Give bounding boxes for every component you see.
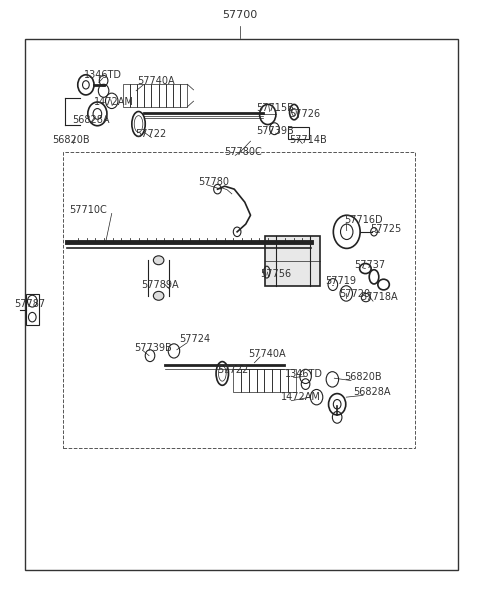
Text: 57724: 57724: [179, 334, 210, 344]
Bar: [265, 236, 321, 286]
Bar: [24, 39, 458, 570]
Bar: [233, 369, 240, 392]
Bar: [272, 369, 280, 392]
Bar: [288, 369, 296, 392]
Text: 57739B: 57739B: [134, 343, 171, 353]
Text: 57716D: 57716D: [344, 215, 383, 225]
Bar: [137, 84, 144, 107]
Text: 57722: 57722: [136, 129, 167, 140]
Text: 57756: 57756: [261, 268, 292, 279]
Text: 57737: 57737: [354, 260, 385, 270]
Text: 1346TD: 1346TD: [285, 369, 323, 380]
Text: 1346TD: 1346TD: [84, 70, 122, 80]
Text: 57789A: 57789A: [141, 280, 179, 290]
Text: 57718A: 57718A: [360, 292, 398, 302]
Bar: [158, 84, 166, 107]
Bar: [144, 84, 152, 107]
Text: 57722: 57722: [217, 365, 249, 375]
Bar: [166, 84, 173, 107]
Text: 56828A: 56828A: [353, 387, 390, 397]
Bar: [26, 294, 39, 326]
Text: 57787: 57787: [14, 299, 45, 309]
Text: 57719: 57719: [325, 276, 356, 286]
Bar: [256, 369, 264, 392]
Text: 56820B: 56820B: [344, 372, 382, 383]
Text: 57714B: 57714B: [289, 135, 327, 146]
Bar: [249, 369, 256, 392]
Text: 57725: 57725: [371, 224, 402, 234]
Text: 57726: 57726: [289, 109, 321, 119]
Bar: [63, 152, 415, 448]
Text: 56820B: 56820B: [52, 135, 90, 146]
Text: 57715B: 57715B: [256, 103, 294, 113]
Bar: [240, 369, 249, 392]
Bar: [152, 84, 158, 107]
Text: 57710C: 57710C: [69, 204, 107, 214]
Text: 57740A: 57740A: [249, 349, 286, 359]
Ellipse shape: [154, 292, 164, 300]
Text: 57740A: 57740A: [137, 76, 175, 86]
Text: 1472AM: 1472AM: [281, 392, 321, 402]
Text: 57720: 57720: [339, 289, 371, 299]
Bar: [130, 84, 137, 107]
Text: 57780C: 57780C: [225, 147, 263, 157]
Text: 57780: 57780: [198, 177, 229, 187]
Bar: [288, 127, 309, 139]
Text: 57700: 57700: [222, 10, 258, 20]
Ellipse shape: [154, 256, 164, 265]
Text: 56828A: 56828A: [72, 115, 110, 125]
Bar: [123, 84, 130, 107]
Text: 1472AM: 1472AM: [94, 97, 134, 107]
Text: 57739B: 57739B: [256, 127, 294, 137]
Bar: [173, 84, 180, 107]
Bar: [180, 84, 187, 107]
Bar: [280, 369, 288, 392]
Bar: [264, 369, 272, 392]
